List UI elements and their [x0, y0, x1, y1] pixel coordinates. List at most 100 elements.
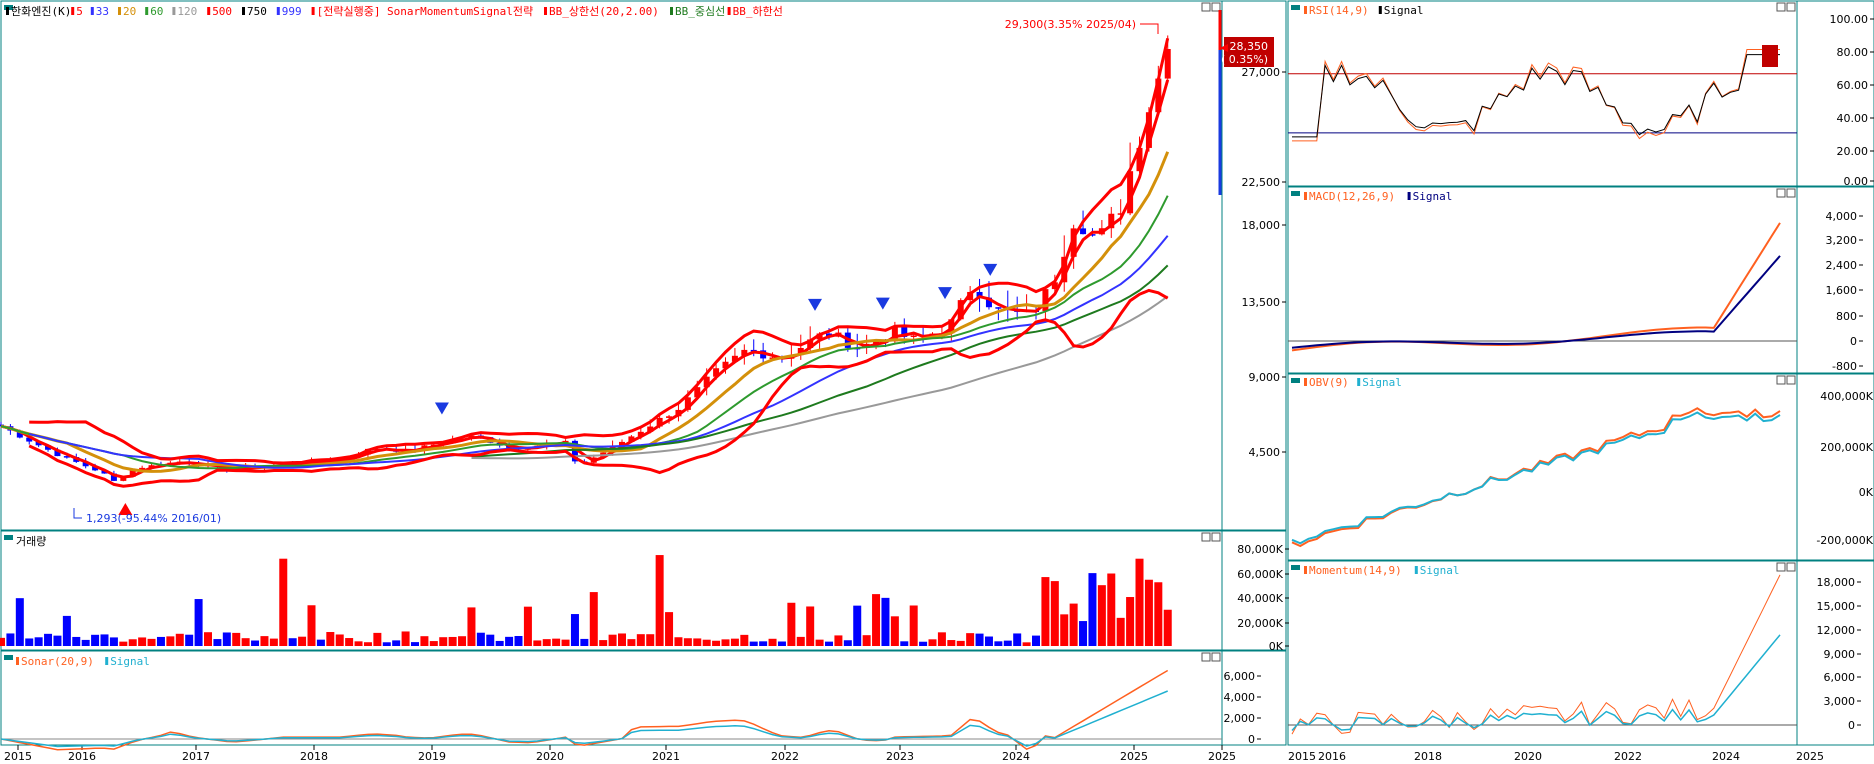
macd-close-button[interactable]	[1786, 188, 1796, 198]
volume-bar	[815, 639, 824, 646]
volume-bar	[138, 637, 147, 646]
volume-bar	[1013, 633, 1022, 646]
sonar-legend-label: Sonar(20,9)	[21, 655, 94, 668]
volume-bar	[580, 638, 589, 646]
volume-y-tick: 60,000K	[1237, 568, 1283, 581]
legend-swatch	[727, 7, 731, 15]
x-tick-label-2021: 2021	[652, 750, 680, 763]
obv-maximize-button[interactable]	[1776, 375, 1786, 385]
legend-swatch	[145, 7, 149, 15]
candle-body	[63, 456, 70, 458]
volume-bar	[683, 638, 692, 646]
main-axis-frame	[1221, 0, 1287, 531]
main-close-button[interactable]	[1211, 2, 1221, 12]
rsi-axis-frame	[1796, 0, 1874, 187]
volume-bars	[0, 555, 1172, 646]
mom-maximize-button[interactable]	[1776, 562, 1786, 572]
legend-swatch	[71, 7, 75, 15]
candle-body	[45, 445, 52, 450]
macd-legend-swatch	[1304, 192, 1307, 200]
obv-axis-frame	[1796, 373, 1874, 561]
legend-entry: 500	[212, 5, 232, 18]
volume-bar	[665, 612, 674, 646]
volume-bar	[627, 639, 636, 646]
volume-y-tick: 0K	[1269, 640, 1284, 653]
volume-bar	[1088, 573, 1097, 646]
volume-bar	[15, 598, 24, 646]
sonar-maximize-button[interactable]	[1201, 652, 1211, 662]
main-y-tick: 27,000	[1242, 66, 1281, 79]
volume-bar	[316, 639, 325, 646]
mom-axis-frame	[1796, 560, 1874, 746]
macd-panel-icon	[1291, 191, 1300, 196]
legend-swatch	[6, 7, 9, 15]
volume-bar	[523, 606, 532, 646]
rsi-y-tick: 60.00	[1837, 79, 1869, 92]
obv-close-button[interactable]	[1786, 375, 1796, 385]
volume-bar	[439, 637, 448, 646]
macd-maximize-button[interactable]	[1776, 188, 1786, 198]
volume-bar	[721, 639, 730, 646]
volume-bar	[872, 594, 881, 646]
macd-legend-swatch	[1407, 192, 1411, 200]
x-tick-label-2025: 2025	[1120, 750, 1148, 763]
rsi-close-button[interactable]	[1786, 2, 1796, 12]
x-tick-label-2025: 2025	[1796, 750, 1824, 763]
volume-bar	[1060, 614, 1069, 646]
vol-close-button[interactable]	[1211, 532, 1221, 542]
volume-bar	[100, 634, 109, 646]
volume-bar	[909, 605, 918, 646]
volume-bar	[448, 636, 457, 646]
high-price-annotation: 29,300(3.35% 2025/04)	[1005, 18, 1136, 31]
legend-entry: 5	[76, 5, 83, 18]
volume-bar	[476, 632, 485, 646]
volume-bar	[382, 642, 391, 646]
last-price-box	[1224, 37, 1274, 67]
momentum-legend-swatch	[1304, 566, 1307, 574]
legend-entry: BB_상한선(20,2.00)	[549, 5, 659, 18]
macd-y-tick: 4,000	[1826, 210, 1858, 223]
candle-body	[619, 441, 626, 446]
vol-maximize-button[interactable]	[1201, 532, 1211, 542]
macd-legend-label: MACD(12,26,9)	[1309, 190, 1395, 203]
candle-body	[1061, 256, 1068, 283]
main-maximize-button[interactable]	[1201, 2, 1211, 12]
x-tick-label-2025: 2025	[1208, 750, 1236, 763]
sonar-y-tick: 0	[1248, 733, 1255, 746]
macd-signal-line	[1291, 255, 1781, 349]
candle-body	[731, 355, 738, 362]
x-tick-label-2023: 2023	[886, 750, 914, 763]
legend-entry: [전략실행중] SonarMomentumSignal전략	[317, 5, 534, 18]
mom-close-button[interactable]	[1786, 562, 1796, 572]
vol-panel-frame	[0, 530, 1223, 651]
rsi-maximize-button[interactable]	[1776, 2, 1786, 12]
candle-body	[16, 430, 23, 438]
legend-entry: BB_하한선	[733, 4, 783, 18]
volume-bar	[335, 634, 344, 646]
momentum-y-tick: 9,000	[1824, 648, 1856, 661]
macd-legend-label: Signal	[1413, 190, 1453, 203]
volume-bar	[740, 634, 749, 646]
volume-bar	[401, 631, 410, 646]
volume-bar	[956, 640, 965, 646]
volume-bar	[834, 635, 843, 646]
volume-bar	[796, 636, 805, 646]
candle-body	[571, 440, 578, 462]
candle-body	[628, 436, 635, 442]
ma33-line	[28, 235, 1169, 469]
sonar-panel-icon	[4, 655, 13, 660]
volume-bar	[646, 634, 655, 646]
legend-entry: 33	[96, 5, 109, 18]
sonar-close-button[interactable]	[1211, 652, 1221, 662]
macd-y-tick: 3,200	[1826, 234, 1858, 247]
volume-bar	[34, 637, 43, 646]
x-tick-label-2020: 2020	[536, 750, 564, 763]
obv-legend-swatch	[1304, 378, 1307, 386]
x-tick-label-2018: 2018	[1414, 750, 1442, 763]
volume-y-tick: 20,000K	[1237, 617, 1283, 630]
volume-bar	[1050, 581, 1059, 646]
macd-panel-frame	[1287, 186, 1798, 374]
candle-body	[694, 387, 701, 398]
legend-swatch	[118, 7, 121, 15]
low-price-annotation: 1,293(-95.44% 2016/01)	[86, 512, 221, 525]
